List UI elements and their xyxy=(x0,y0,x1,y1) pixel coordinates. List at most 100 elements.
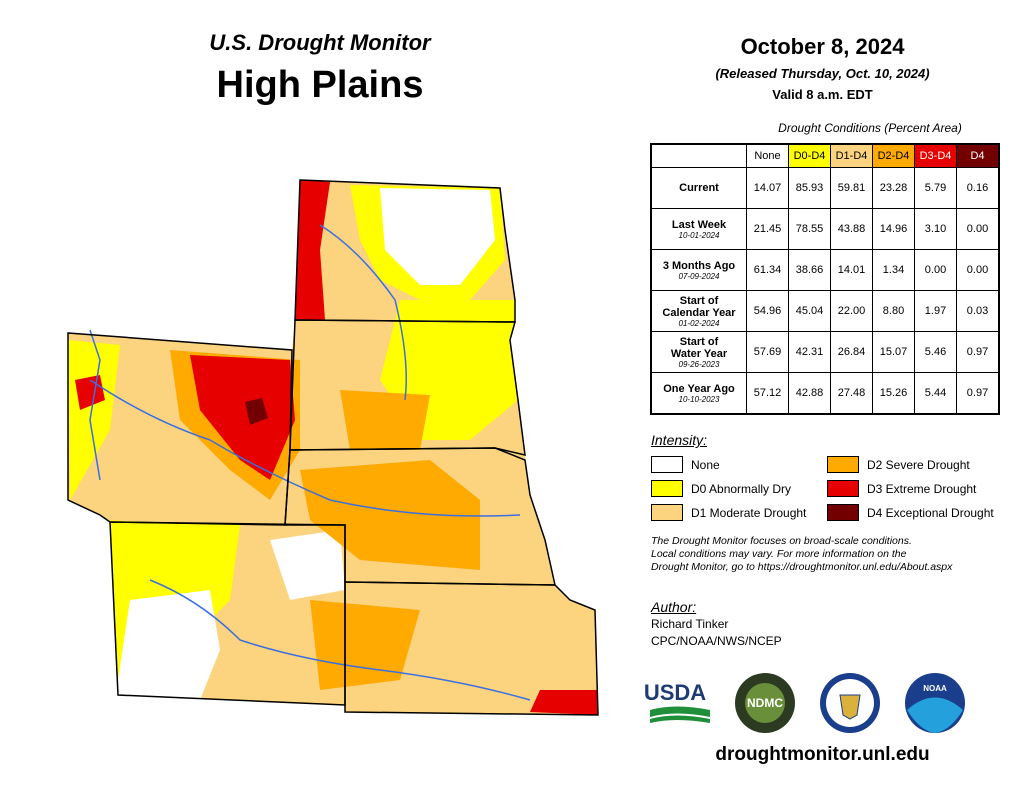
table-row: 3 Months Ago 07-09-2024 61.34 38.66 14.01 1.3… xyxy=(650,249,1000,291)
table-row: Start of Water Year 09-26-2023 57.69 42.31 26… xyxy=(650,331,1000,373)
table-value: 5.46 xyxy=(914,331,957,373)
valid-time: Valid 8 a.m. EDT xyxy=(772,87,873,102)
note: The Drought Monitor focuses on broad-sca… xyxy=(651,535,952,574)
title: High Plains xyxy=(216,64,424,106)
legend-label: D2 Severe Drought xyxy=(867,457,970,472)
legend-label: None xyxy=(691,457,720,472)
table-value: 54.96 xyxy=(746,290,789,332)
none-area xyxy=(115,590,220,700)
legend-label: D1 Moderate Drought xyxy=(691,505,807,520)
d4-area xyxy=(245,398,268,425)
row-label-line: Water Year xyxy=(670,347,728,360)
table-row: Current 14.07 85.93 59.81 23.28 5.79 0.16 xyxy=(650,167,1000,209)
table-row: Last Week 10-01-2024 21.45 78.55 43.88 14.96 3… xyxy=(650,208,1000,250)
corner-cell xyxy=(651,144,747,168)
table-value: 23.28 xyxy=(872,167,915,209)
row-label-line: Start of xyxy=(679,294,719,307)
river xyxy=(319,224,407,401)
legend-swatch xyxy=(827,456,859,473)
author-block: Author: Richard Tinker CPC/NOAA/NWS/NCEP xyxy=(651,599,782,650)
ndmc-seal xyxy=(745,683,785,723)
row-label-line: One Year Ago xyxy=(663,382,735,395)
table-value: 3.10 xyxy=(914,208,957,250)
column-header: D3-D4 xyxy=(914,143,957,168)
table-value: 8.80 xyxy=(872,290,915,332)
column-header: D1-D4 xyxy=(830,143,873,168)
note-line: The Drought Monitor focuses on broad-sca… xyxy=(651,535,912,547)
row-label: Last Week 10-01-2024 xyxy=(650,208,747,250)
legend-item: D4 Exceptional Drought xyxy=(827,504,994,521)
table-value: 57.12 xyxy=(746,372,789,415)
table-value: 0.00 xyxy=(914,249,957,291)
legend-swatch xyxy=(827,480,859,497)
legend-swatch xyxy=(651,480,683,497)
table-value: 45.04 xyxy=(788,290,831,332)
table-value: 42.31 xyxy=(788,331,831,373)
river xyxy=(89,329,101,481)
d2-area xyxy=(310,600,420,690)
row-label-line: 3 Months Ago xyxy=(662,259,736,272)
legend-swatch xyxy=(827,504,859,521)
table-value: 85.93 xyxy=(788,167,831,209)
drought-areas xyxy=(68,180,598,715)
table-value: 38.66 xyxy=(788,249,831,291)
table-value: 5.79 xyxy=(914,167,957,209)
state-borders xyxy=(67,179,599,716)
table-row: Start of Calendar Year 01-02-2024 54.96 45.0… xyxy=(650,290,1000,332)
row-label: Start of Water Year 09-26-2023 xyxy=(650,331,747,373)
column-header: D4 xyxy=(956,143,1000,168)
table-row: One Year Ago 10-10-2023 57.12 42.88 27.48 15.… xyxy=(650,372,1000,415)
table-value: 22.00 xyxy=(830,290,873,332)
commerce-shield xyxy=(839,694,861,720)
table-value: 14.07 xyxy=(746,167,789,209)
row-date: 09-26-2023 xyxy=(678,359,720,369)
none-area xyxy=(380,188,495,285)
table-value: 42.88 xyxy=(788,372,831,415)
table-caption: Drought Conditions (Percent Area) xyxy=(778,121,962,135)
table-value: 14.01 xyxy=(830,249,873,291)
row-label-line: Current xyxy=(679,182,719,194)
table-value: 26.84 xyxy=(830,331,873,373)
note-line: Local conditions may vary. For more info… xyxy=(651,548,907,560)
table-value: 61.34 xyxy=(746,249,789,291)
d2-area xyxy=(340,390,430,450)
d3-area xyxy=(75,375,105,410)
row-label: One Year Ago 10-10-2023 xyxy=(650,372,747,415)
legend-item: D0 Abnormally Dry xyxy=(651,480,791,497)
noaa-wave xyxy=(907,697,963,733)
table-value: 0.16 xyxy=(956,167,1000,209)
table-value: 1.34 xyxy=(872,249,915,291)
row-label-line: Start of xyxy=(679,335,719,348)
author-heading: Author: xyxy=(651,599,697,615)
legend-title: Intensity: xyxy=(651,432,708,448)
legend-item: D3 Extreme Drought xyxy=(827,480,976,497)
website: droughtmonitor.unl.edu xyxy=(715,744,930,765)
rivers xyxy=(89,224,531,701)
table-value: 57.69 xyxy=(746,331,789,373)
row-label-line: Calendar Year xyxy=(662,306,736,319)
table-value: 0.00 xyxy=(956,249,1000,291)
legend-label: D0 Abnormally Dry xyxy=(691,481,792,496)
row-label: 3 Months Ago 07-09-2024 xyxy=(650,249,747,291)
note-line: Drought Monitor, go to https://droughtmo… xyxy=(651,561,953,573)
legend-label: D4 Exceptional Drought xyxy=(867,505,994,520)
ndmc-logo: NDMC xyxy=(747,696,783,710)
column-header: D0-D4 xyxy=(788,143,831,168)
table-value: 0.97 xyxy=(956,372,1000,415)
header-row: None D0-D4 D1-D4 D2-D4 D3-D4 D4 xyxy=(651,143,1000,168)
row-label-line: Last Week xyxy=(671,218,727,231)
table-value: 15.07 xyxy=(872,331,915,373)
drought-map xyxy=(67,179,599,716)
table-value: 15.26 xyxy=(872,372,915,415)
state-border xyxy=(344,581,599,716)
row-date: 07-09-2024 xyxy=(678,271,720,281)
usda-swoosh xyxy=(650,706,710,717)
row-date: 10-01-2024 xyxy=(678,230,720,240)
row-label: Start of Calendar Year 01-02-2024 xyxy=(650,290,747,332)
table-value: 14.96 xyxy=(872,208,915,250)
subtitle: U.S. Drought Monitor xyxy=(209,30,431,55)
table-value: 78.55 xyxy=(788,208,831,250)
column-header: None xyxy=(746,143,789,168)
legend-swatch xyxy=(651,504,683,521)
